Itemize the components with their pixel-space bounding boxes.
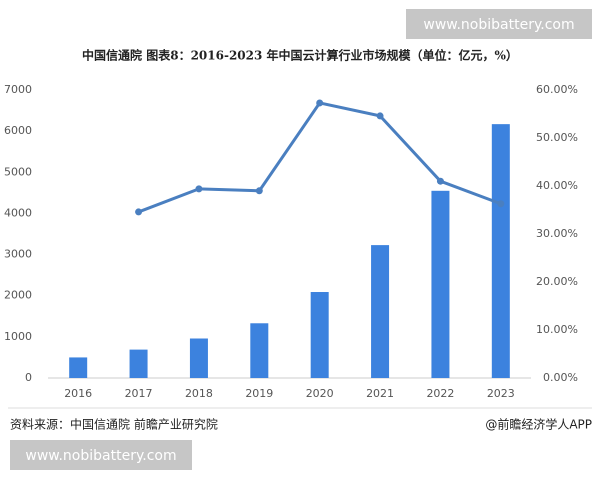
y2-tick-label: 30.00% (536, 227, 578, 240)
x-tick-label: 2018 (185, 387, 213, 400)
credit: @前瞻经济学人APP (485, 417, 592, 432)
x-tick-label: 2021 (366, 387, 394, 400)
y-tick-label: 1000 (4, 330, 32, 343)
line-point (436, 177, 444, 185)
y-tick-label: 4000 (4, 206, 32, 219)
y2-tick-label: 20.00% (536, 275, 578, 288)
x-tick-label: 2022 (426, 387, 454, 400)
y-tick-label: 7000 (4, 83, 32, 96)
y-tick-label: 2000 (4, 289, 32, 302)
line-point (195, 185, 203, 193)
bar (189, 338, 208, 378)
y2-tick-label: 50.00% (536, 131, 578, 144)
x-tick-label: 2017 (125, 387, 153, 400)
y-tick-label: 3000 (4, 248, 32, 261)
bar (371, 245, 390, 378)
y2-tick-label: 40.00% (536, 179, 578, 192)
line-point (316, 99, 324, 107)
bar (250, 323, 269, 378)
bar (69, 357, 88, 378)
line-point (255, 187, 263, 195)
y-tick-label: 6000 (4, 124, 32, 137)
x-tick-label: 2016 (64, 387, 92, 400)
watermark: www.nobibattery.com (423, 17, 574, 33)
x-tick-label: 2019 (245, 387, 273, 400)
line-point (497, 200, 505, 208)
y-tick-label: 0 (25, 371, 32, 384)
bar (491, 124, 510, 378)
watermark-box (406, 9, 592, 39)
line-point (135, 208, 143, 216)
y2-tick-label: 10.00% (536, 323, 578, 336)
x-tick-label: 2023 (487, 387, 515, 400)
chart-title: 中国信通院 图表8：2016-2023 年中国云计算行业市场规模（单位：亿元，%… (82, 48, 518, 63)
x-tick-label: 2020 (306, 387, 334, 400)
source: 资料来源：中国信通院 前瞻产业研究院 (10, 417, 218, 432)
bar (310, 292, 329, 378)
line-point (376, 112, 384, 120)
y2-tick-label: 0.00% (543, 371, 578, 384)
watermark-box (10, 440, 192, 470)
y2-tick-label: 60.00% (536, 83, 578, 96)
bar (431, 190, 450, 378)
watermark: www.nobibattery.com (25, 448, 176, 464)
y-tick-label: 5000 (4, 165, 32, 178)
bar (129, 349, 148, 378)
